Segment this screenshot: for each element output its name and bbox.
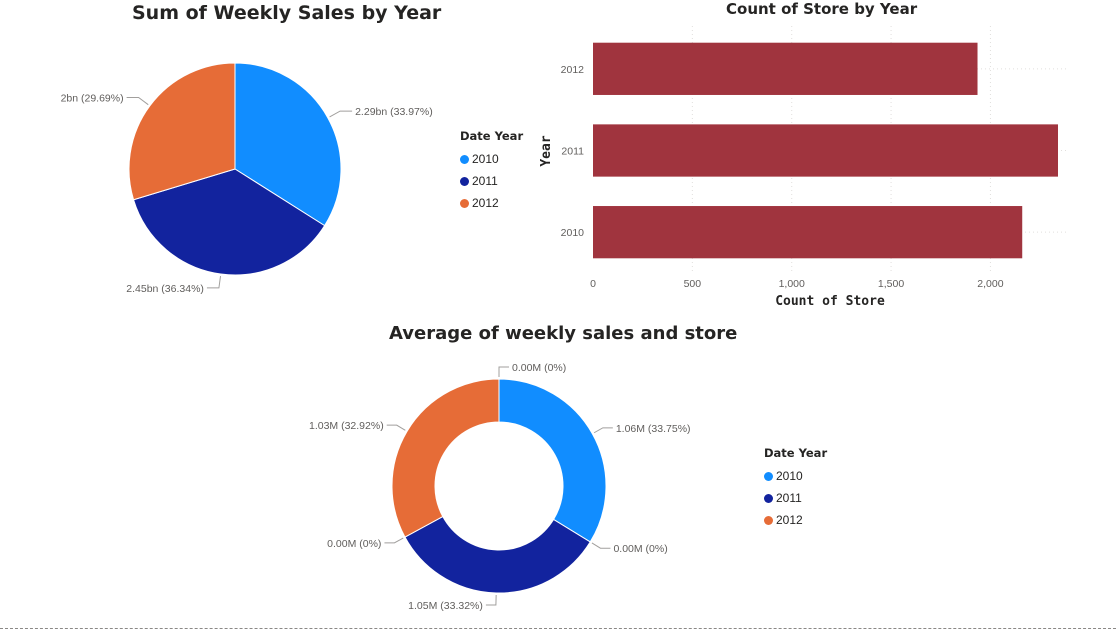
donut-data-label: 1.03M (32.92%) [309, 420, 384, 432]
pie-chart-title: Sum of Weekly Sales by Year [132, 2, 442, 24]
bar-y-tick-label: 2010 [561, 227, 585, 239]
page-bottom-border [0, 628, 1116, 629]
donut-chart-title: Average of weekly sales and store [389, 323, 738, 344]
bar-x-tick-label: 1,500 [878, 278, 904, 290]
bar-x-tick-label: 1,000 [779, 278, 805, 290]
legend-label-2010: 2010 [776, 469, 803, 483]
pie-legend[interactable]: Date Year 2010 2011 2012 [460, 129, 523, 214]
bar-x-tick-label: 500 [684, 278, 702, 290]
bar-2011[interactable] [593, 124, 1058, 177]
donut-data-label: 1.05M (33.32%) [408, 600, 483, 612]
bar-y-axis-title: Year [539, 135, 554, 166]
legend-dot-2012 [764, 515, 773, 525]
pie-slice-2012[interactable] [128, 62, 236, 201]
donut-zero-label: 0.00M (0%) [613, 543, 667, 555]
donut-leader-line [593, 427, 613, 434]
bar-2012[interactable] [593, 42, 978, 95]
donut-legend-title: Date Year [764, 446, 828, 460]
donut-leader-line [591, 542, 611, 549]
pie-data-label: 2bn (29.69%) [61, 93, 124, 105]
bar-chart-title: Count of Store by Year [726, 0, 918, 18]
donut-slice-2011[interactable] [404, 515, 591, 594]
pie-data-label: 2.29bn (33.97%) [355, 106, 433, 118]
bar-x-tick-label: 2,000 [977, 278, 1003, 290]
bar-y-tick-label: 2011 [561, 146, 584, 158]
donut-leader-line [384, 537, 404, 544]
legend-dot-2010 [460, 154, 469, 164]
bar-y-tick-label: 2012 [561, 64, 585, 76]
legend-item-2012[interactable]: 2012 [460, 192, 523, 214]
legend-item-2011[interactable]: 2011 [764, 487, 827, 509]
legend-label-2011: 2011 [472, 174, 498, 188]
pie-slice-2011[interactable] [132, 168, 326, 276]
legend-dot-2012 [460, 198, 469, 208]
legend-label-2010: 2010 [472, 152, 499, 166]
pie-legend-title: Date Year [460, 129, 524, 143]
legend-label-2012: 2012 [472, 196, 499, 210]
donut-leader-line [386, 424, 406, 431]
legend-dot-2011 [460, 176, 469, 186]
donut-legend[interactable]: Date Year 2010 2011 2012 [764, 446, 827, 531]
pie-leader-line [206, 275, 222, 289]
legend-label-2011: 2011 [776, 491, 802, 505]
legend-item-2010[interactable]: 2010 [460, 148, 523, 170]
bar-2010[interactable] [593, 206, 1023, 259]
donut-slice-2012[interactable] [391, 378, 500, 538]
pie-slice-2010[interactable] [234, 62, 342, 227]
donut-data-label: 1.06M (33.75%) [616, 423, 691, 435]
donut-slice-2010[interactable] [498, 378, 607, 543]
bar-x-axis-title: Count of Store [775, 294, 885, 309]
donut-leader-line [498, 366, 510, 378]
bar-x-tick-label: 0 [590, 278, 596, 290]
pie-data-label: 2.45bn (36.34%) [126, 283, 204, 295]
pie-leader-line [329, 110, 353, 118]
donut-zero-label: 0.00M (0%) [512, 362, 566, 374]
pie-leader-line [126, 97, 149, 106]
donut-zero-label: 0.00M (0%) [327, 538, 381, 550]
legend-dot-2011 [764, 493, 773, 503]
legend-label-2012: 2012 [776, 513, 803, 527]
legend-item-2010[interactable]: 2010 [764, 465, 827, 487]
legend-dot-2010 [764, 471, 773, 481]
donut-leader-line [485, 594, 497, 606]
legend-item-2012[interactable]: 2012 [764, 509, 827, 531]
legend-item-2011[interactable]: 2011 [460, 170, 523, 192]
